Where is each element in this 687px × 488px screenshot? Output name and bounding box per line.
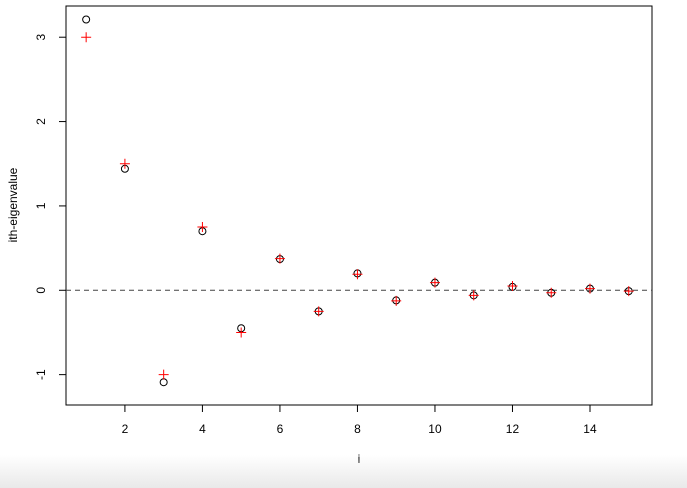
point (159, 378, 168, 387)
point (158, 369, 169, 380)
point (119, 158, 130, 169)
bottom-fade (0, 455, 687, 488)
y-tick-label: 3 (34, 34, 48, 41)
point (81, 32, 92, 43)
y-tick-label: 0 (34, 287, 48, 294)
point (82, 15, 91, 24)
y-axis-label: ith-eigenvalue (6, 167, 20, 242)
point (546, 287, 557, 298)
x-tick-label: 10 (428, 422, 442, 436)
x-tick-label: 2 (122, 422, 129, 436)
point (391, 295, 402, 306)
point (584, 283, 595, 294)
point (313, 306, 324, 317)
x-tick-label: 6 (277, 422, 284, 436)
point (468, 290, 479, 301)
point (623, 286, 634, 297)
point (197, 222, 208, 233)
y-tick-label: 1 (34, 202, 48, 209)
plot-box (65, 5, 653, 406)
point (236, 327, 247, 338)
point (429, 277, 440, 288)
point (274, 253, 285, 264)
point (507, 281, 518, 292)
y-tick-label: 2 (34, 118, 48, 125)
point (352, 269, 363, 280)
x-tick-label: 14 (583, 422, 597, 436)
x-tick-label: 12 (506, 422, 520, 436)
x-tick-label: 4 (199, 422, 206, 436)
y-tick-label: -1 (34, 369, 48, 380)
x-tick-label: 8 (354, 422, 361, 436)
